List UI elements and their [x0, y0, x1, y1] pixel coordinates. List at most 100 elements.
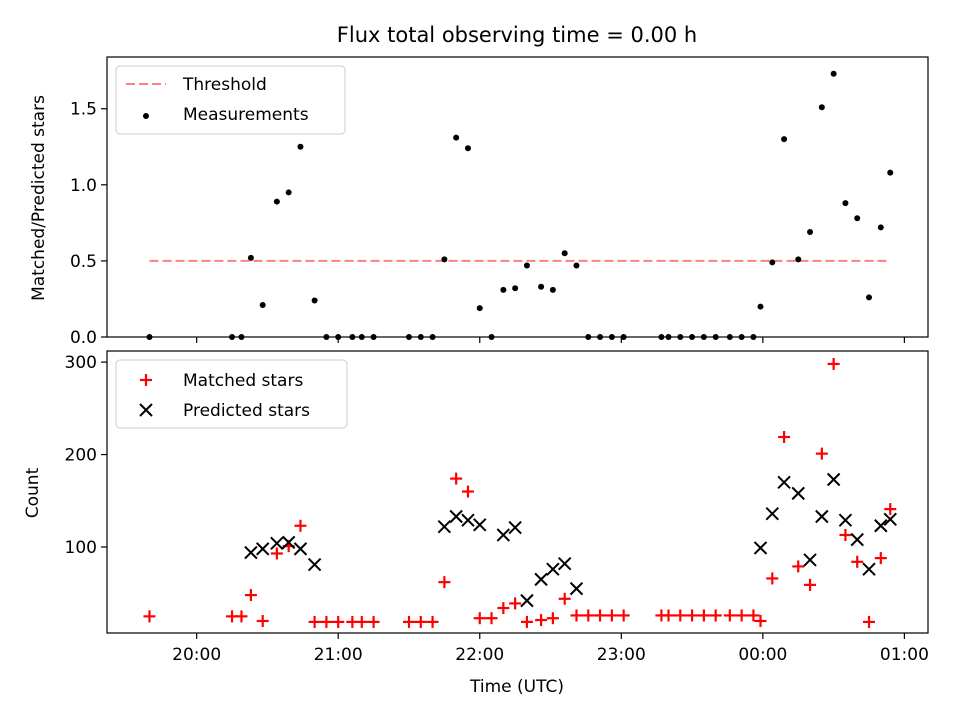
matched-star-point	[320, 616, 332, 628]
predicted-star-point	[816, 511, 828, 523]
predicted-star-point	[766, 508, 778, 520]
x-tick-label: 23:00	[597, 645, 646, 665]
y-tick-label: 0.5	[70, 252, 97, 272]
count-panel: 10020030020:00 21:00 22:00 23:00 00:00 01:00M…	[65, 351, 929, 665]
measurement-point	[701, 334, 707, 340]
measurement-point	[609, 334, 615, 340]
x-tick-label: 22:00	[455, 645, 504, 665]
matched-star-point	[235, 610, 247, 622]
predicted-star-point	[521, 595, 533, 607]
predicted-star-point	[863, 563, 875, 575]
matched-star-point	[766, 572, 778, 584]
figure: Flux total observing time = 0.00 h 0.0 0.…	[0, 0, 960, 720]
matched-star-point	[863, 616, 875, 628]
matched-star-point	[662, 609, 674, 621]
matched-star-point	[462, 486, 474, 498]
matched-star-point	[559, 593, 571, 605]
predicted-star-point	[535, 573, 547, 585]
measurement-point	[750, 334, 756, 340]
matched-star-point	[368, 616, 380, 628]
predicted-star-point	[438, 521, 450, 533]
predicted-star-point	[450, 511, 462, 523]
measurement-point	[831, 71, 837, 77]
matched-star-point	[816, 448, 828, 460]
matched-star-point	[792, 560, 804, 572]
measurement-point	[713, 334, 719, 340]
measurement-point	[550, 287, 556, 293]
measurement-point	[312, 297, 318, 303]
measurement-point	[807, 229, 813, 235]
predicted-star-point	[309, 559, 321, 571]
measurement-point	[597, 334, 603, 340]
y-tick-label: 100	[65, 538, 97, 558]
top-y-axis-label: Matched/Predicted stars	[29, 95, 49, 301]
y-tick-label: 0.0	[70, 328, 97, 348]
measurement-point	[621, 334, 627, 340]
legend-measurements-swatch	[143, 113, 149, 119]
measurement-point	[538, 284, 544, 290]
measurement-point	[274, 199, 280, 205]
matched-star-point	[257, 615, 269, 627]
bottom-y-axis-label: Count	[23, 467, 43, 518]
predicted-star-point	[792, 487, 804, 499]
predicted-star-point	[559, 558, 571, 570]
matched-star-point	[356, 616, 368, 628]
measurement-point	[739, 334, 745, 340]
matched-star-point	[509, 597, 521, 609]
measurement-point	[781, 136, 787, 142]
predicted-star-point	[294, 543, 306, 555]
matched-star-point	[594, 609, 606, 621]
measurement-point	[500, 287, 506, 293]
measurement-point	[335, 334, 341, 340]
ratio-panel: 0.0 0.5 1.0 1.5 Threshold Measurements	[70, 57, 928, 348]
measurement-point	[769, 259, 775, 265]
matched-star-point	[521, 616, 533, 628]
matched-star-point	[309, 616, 321, 628]
chart-title: Flux total observing time = 0.00 h	[337, 23, 697, 47]
matched-star-point	[698, 609, 710, 621]
measurement-point	[441, 256, 447, 262]
matched-star-point	[674, 609, 686, 621]
measurement-point	[430, 334, 436, 340]
measurement-point	[260, 302, 266, 308]
x-tick-label: 21:00	[314, 645, 363, 665]
matched-star-point	[332, 616, 344, 628]
y-tick-label: 300	[65, 353, 97, 373]
measurement-point	[229, 334, 235, 340]
x-tick-label: 20:00	[172, 645, 221, 665]
matched-star-point	[486, 612, 498, 624]
matched-star-point	[438, 576, 450, 588]
measurement-point	[689, 334, 695, 340]
y-tick-label: 200	[65, 446, 97, 466]
matched-star-point	[403, 616, 415, 628]
measurement-point	[465, 145, 471, 151]
matched-star-point	[724, 609, 736, 621]
measurement-point	[665, 334, 671, 340]
predicted-star-point	[804, 554, 816, 566]
matched-star-point	[828, 358, 840, 370]
measurement-point	[359, 334, 365, 340]
matched-star-point	[884, 503, 896, 515]
measurement-point	[562, 250, 568, 256]
predicted-star-point	[547, 563, 559, 575]
matched-star-point	[710, 609, 722, 621]
predicted-star-point	[497, 529, 509, 541]
matched-star-point	[606, 609, 618, 621]
matched-star-point	[754, 615, 766, 627]
matched-star-point	[778, 431, 790, 443]
predicted-star-point	[828, 474, 840, 486]
measurement-point	[757, 304, 763, 310]
predicted-star-point	[245, 547, 257, 559]
measurement-point	[349, 334, 355, 340]
matched-star-point	[245, 589, 257, 601]
measurement-point	[297, 144, 303, 150]
predicted-star-point	[778, 476, 790, 488]
measurement-point	[727, 334, 733, 340]
measurement-point	[819, 104, 825, 110]
legend-measurements-label: Measurements	[183, 105, 309, 125]
matched-star-point	[547, 612, 559, 624]
y-tick-label: 1.0	[70, 176, 97, 196]
measurement-point	[573, 262, 579, 268]
measurement-point	[248, 255, 254, 261]
matched-star-point	[271, 547, 283, 559]
